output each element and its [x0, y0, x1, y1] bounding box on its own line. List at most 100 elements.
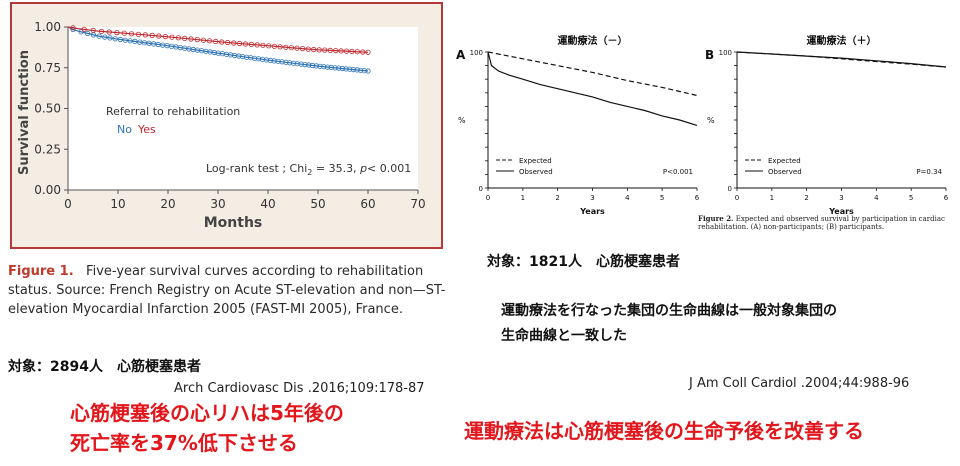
censor-mark-yes — [188, 36, 194, 42]
censor-mark-no — [96, 33, 102, 39]
censor-mark-yes — [231, 40, 237, 46]
censor-mark-no — [259, 56, 266, 62]
censor-mark-yes — [200, 37, 207, 43]
censor-mark-no — [287, 60, 293, 66]
censor-mark-yes — [149, 32, 155, 39]
x-tick-label: 4 — [874, 194, 879, 202]
censor-mark-no — [127, 38, 133, 44]
censor-mark-no — [332, 65, 338, 71]
legend-entry-no: No — [117, 123, 132, 136]
censor-mark-yes — [81, 26, 87, 32]
censor-mark-no — [347, 66, 353, 72]
x-tick-label: 50 — [310, 197, 325, 211]
y-tick-label: 0.50 — [34, 102, 61, 116]
legend-label-expected: Expected — [768, 157, 801, 165]
subject-left: 対象：2894人 心筋梗塞患者 — [8, 359, 201, 375]
censor-mark-yes — [90, 27, 96, 33]
censor-mark-no — [321, 64, 327, 70]
reference-left: Arch Cardiovasc Dis .2016;109:178-87 — [174, 381, 425, 396]
x-tick-label: 4 — [625, 194, 630, 202]
x-axis-label: Years — [828, 207, 854, 216]
censor-mark-yes — [225, 39, 231, 46]
censor-mark-no — [267, 57, 273, 64]
y-tick-label: 100 — [470, 49, 483, 57]
conclusion-left: 心筋梗塞後の心リハは5年後の 死亡率を37%低下させる — [70, 398, 344, 458]
logrank-annotation: Log-rank test ; Chi2 = 35.3, p< 0.001 — [206, 162, 411, 177]
x-tick-label: 2 — [555, 194, 559, 202]
censor-mark-yes — [70, 25, 76, 31]
censor-mark-no — [275, 58, 281, 64]
censor-mark-no — [256, 56, 262, 62]
y-tick-label: 0 — [728, 185, 732, 193]
y-tick-label: 0.75 — [34, 61, 61, 75]
censor-mark-yes — [277, 44, 283, 50]
x-tick-label: 0 — [735, 194, 739, 202]
censor-mark-no — [283, 59, 289, 65]
y-tick-label: 100 — [719, 49, 732, 57]
x-tick-label: 40 — [260, 197, 275, 211]
censor-mark-yes — [237, 40, 243, 47]
censor-mark-no — [313, 63, 319, 69]
censor-mark-no — [279, 59, 285, 65]
figure-1-caption: Figure 1. Five-year survival curves acco… — [8, 262, 448, 319]
x-tick-label: 10 — [110, 197, 125, 211]
censor-mark-no — [122, 37, 128, 43]
legend-entry-yes: Yes — [137, 123, 156, 136]
censor-mark-yes — [128, 31, 135, 37]
censor-mark-yes — [343, 48, 350, 54]
conclusion-left-line-1: 心筋梗塞後の心リハは5年後の — [70, 401, 344, 425]
censor-mark-no — [132, 38, 138, 45]
censor-mark-no — [317, 63, 323, 69]
censor-mark-yes — [338, 48, 344, 54]
panel-label: A — [456, 48, 466, 62]
censor-mark-yes — [254, 42, 260, 48]
x-tick-label: 2 — [804, 194, 808, 202]
x-tick-label: 1 — [770, 194, 774, 202]
x-tick-label: 0 — [64, 197, 72, 211]
x-axis-label: Months — [204, 215, 263, 231]
survival-line-no — [67, 26, 369, 72]
censor-mark-yes — [260, 42, 266, 48]
censor-mark-yes — [175, 35, 181, 41]
figure-1-label: Figure 1. — [8, 264, 74, 279]
censor-mark-yes — [316, 47, 322, 53]
censor-mark-yes — [169, 34, 175, 40]
censor-mark-no — [306, 62, 312, 68]
censor-mark-no — [339, 65, 345, 72]
censor-mark-yes — [311, 46, 317, 53]
p-value: P=0.34 — [916, 168, 942, 176]
conclusion-left-line-2: 死亡率を37%低下させる — [70, 431, 298, 455]
p-value: P<0.001 — [663, 168, 693, 176]
survival-line-yes — [67, 26, 369, 53]
censor-mark-yes — [294, 45, 300, 51]
censor-mark-no — [324, 64, 331, 70]
censor-mark-yes — [354, 49, 360, 55]
legend-label-observed: Observed — [768, 168, 802, 176]
panel-a-chart: 運動療法（－） A 0 100% 0 1 2 3 4 5 6 Years Expected Observe… — [456, 34, 700, 216]
x-tick-label: 60 — [360, 197, 375, 211]
censor-mark-yes — [365, 49, 371, 55]
series-line-observed — [487, 51, 698, 126]
y-axis-label: % — [707, 116, 715, 125]
series-line-expected — [487, 51, 698, 97]
series-line-observed — [736, 51, 947, 68]
x-tick-label: 6 — [695, 194, 700, 202]
censor-mark-yes — [106, 29, 112, 35]
censor-mark-yes — [288, 45, 294, 51]
panel-title: 運動療法（＋） — [807, 34, 877, 47]
y-tick-label: 1.00 — [34, 20, 61, 34]
censor-mark-yes — [322, 47, 328, 53]
censor-mark-no — [117, 36, 123, 43]
y-axis-label: % — [458, 116, 466, 125]
censor-mark-no — [361, 68, 367, 74]
censor-mark-yes — [283, 44, 289, 50]
censor-mark-no — [271, 58, 277, 64]
panel-b-chart: 運動療法（＋） B 0 100% 0 1 2 3 4 5 6 Years Expected Observe… — [705, 34, 949, 216]
censor-mark-yes — [219, 39, 225, 45]
censor-mark-no — [78, 29, 84, 35]
censor-mark-no — [350, 67, 356, 73]
censor-mark-no — [336, 65, 342, 71]
x-tick-label: 20 — [160, 197, 175, 211]
censor-mark-yes — [114, 29, 120, 36]
censor-mark-yes — [121, 30, 127, 36]
